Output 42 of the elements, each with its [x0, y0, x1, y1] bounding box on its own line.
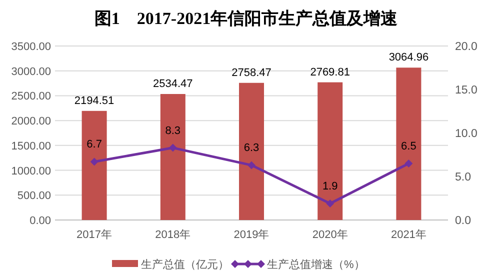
data-label: 2758.47: [232, 66, 272, 79]
data-label: 6.7: [86, 138, 102, 151]
y-tick-label: 2500.00: [11, 90, 51, 103]
bar: [396, 68, 422, 220]
point: [90, 158, 98, 166]
y-tick-label: 2000.00: [11, 116, 51, 128]
生产总值增速（%）: 6.7 8.3 6.3 1.9 6.5: [86, 124, 416, 208]
y2-tick-label: 20.0: [455, 41, 478, 53]
y-tick-label: 0.00: [30, 215, 51, 227]
data-label: 6.5: [401, 140, 416, 152]
x-tick-label: 2018年: [155, 229, 191, 241]
data-label: 2534.47: [153, 78, 193, 90]
legend-label: 生产总值（亿元）: [141, 258, 229, 271]
data-label: 3064.96: [388, 52, 429, 64]
y-tick-label: 1500.00: [11, 140, 51, 152]
point: [168, 144, 177, 152]
x-tick-label: 2019年: [234, 229, 270, 241]
point: [248, 161, 256, 170]
y-tick-label: 3500.00: [11, 41, 51, 53]
y2-tick-label: 15.0: [455, 84, 478, 96]
x-tick-label: 2017年: [76, 229, 112, 241]
point: [326, 199, 334, 208]
bar: [318, 82, 343, 220]
legend-label: 生产总值增速（%）: [267, 258, 365, 271]
data-label: 8.3: [165, 124, 181, 137]
data-label: 2194.51: [74, 94, 114, 107]
y-tick-label: 500.00: [17, 190, 51, 202]
y2-tick-label: 0.0: [455, 215, 471, 227]
bar: [160, 94, 186, 220]
data-label: 1.9: [322, 180, 338, 192]
bar: [82, 110, 107, 220]
data-label: 6.3: [244, 142, 260, 154]
bar: [239, 82, 264, 220]
point: [404, 159, 413, 168]
y2-tick-label: 10.0: [455, 128, 478, 140]
x-tick-label: 2020年: [312, 229, 348, 241]
y2-tick-label: 5.0: [455, 172, 471, 184]
chart-title: 图1 2017-2021年信阳市生产总值及增速: [94, 9, 398, 28]
x-tick-label: 2021年: [390, 229, 426, 241]
data-label: 2769.81: [310, 66, 350, 78]
y-tick-label: 1000.00: [11, 165, 51, 178]
y-tick-label: 3000.00: [11, 66, 51, 78]
